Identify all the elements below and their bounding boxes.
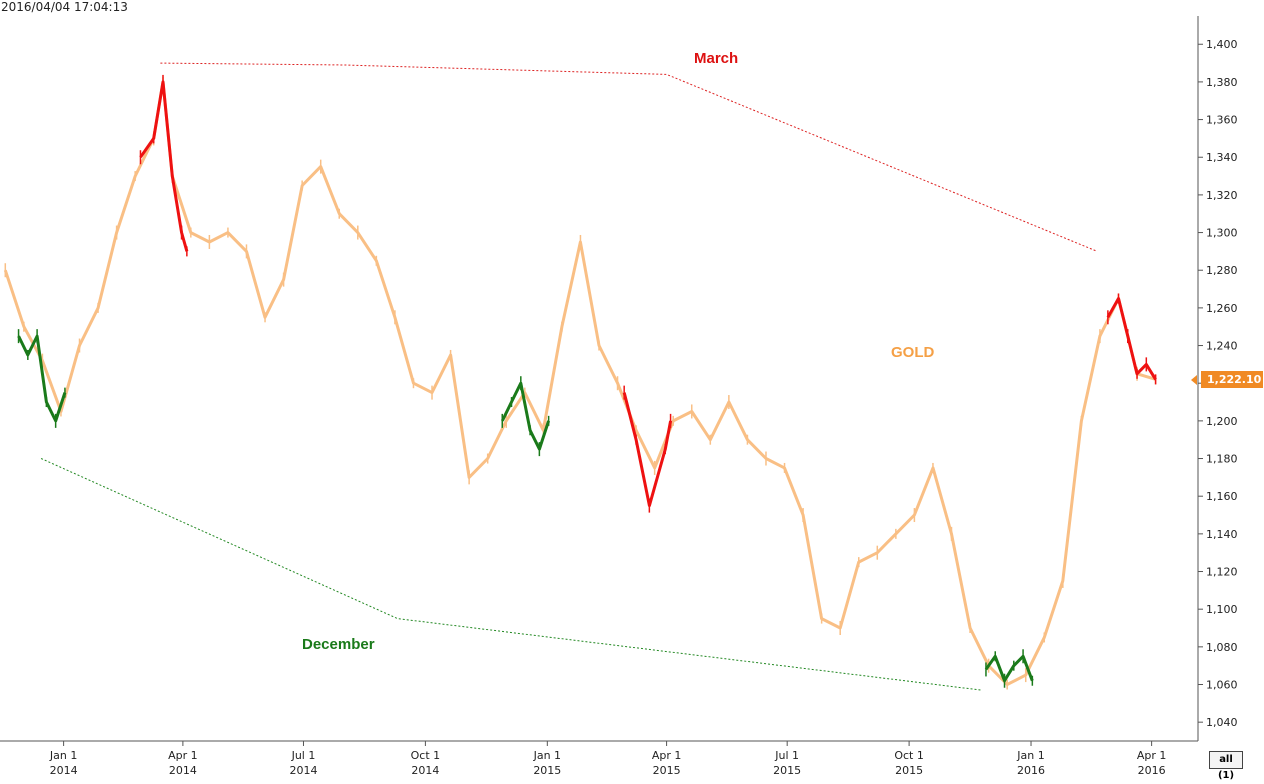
y-tick-label: 1,380 bbox=[1206, 76, 1238, 89]
x-tick-year-label: 2014 bbox=[50, 764, 78, 777]
timestamp: 2016/04/04 17:04:13 bbox=[1, 0, 128, 14]
y-tick-label: 1,100 bbox=[1206, 603, 1238, 616]
highlight-segment-5 bbox=[500, 381, 551, 451]
x-tick-year-label: 2015 bbox=[773, 764, 801, 777]
trendline-december bbox=[40, 458, 983, 691]
annotation-march: March bbox=[694, 50, 739, 67]
axes bbox=[0, 16, 1203, 746]
y-tick-label: 1,180 bbox=[1206, 453, 1238, 466]
x-tick-label: Apr 1 bbox=[1137, 749, 1167, 762]
annotation-gold: GOLD bbox=[891, 344, 935, 361]
x-tick-year-label: 2015 bbox=[533, 764, 561, 777]
y-tick-label: 1,300 bbox=[1206, 227, 1238, 240]
x-tick-year-label: 2015 bbox=[653, 764, 681, 777]
x-tick-label: Apr 1 bbox=[168, 749, 198, 762]
tick-labels: 1,040 1,060 1,080 1,100 1,120 1,140 1,160 1,180… bbox=[49, 38, 1238, 777]
y-tick-label: 1,340 bbox=[1206, 151, 1238, 164]
y-tick-label: 1,200 bbox=[1206, 415, 1238, 428]
y-tick-label: 1,400 bbox=[1206, 38, 1238, 51]
annotation-december: December bbox=[302, 636, 375, 653]
y-tick-label: 1,240 bbox=[1206, 340, 1238, 353]
last-price-arrow bbox=[1191, 375, 1197, 385]
gold-price-line bbox=[3, 80, 1157, 686]
last-price-tag: 1,222.10 bbox=[1201, 371, 1263, 388]
y-tick-label: 1,360 bbox=[1206, 114, 1238, 127]
highlight-segment-6 bbox=[984, 654, 1034, 683]
y-tick-label: 1,140 bbox=[1206, 528, 1238, 541]
y-tick-label: 1,080 bbox=[1206, 641, 1238, 654]
x-tick-label: Jan 1 bbox=[1016, 749, 1044, 762]
x-tick-year-label: 2016 bbox=[1017, 764, 1045, 777]
highlight-segment-4 bbox=[17, 334, 67, 423]
y-tick-label: 1,120 bbox=[1206, 566, 1238, 579]
x-tick-label: Oct 1 bbox=[411, 749, 441, 762]
x-tick-label: Jan 1 bbox=[533, 749, 561, 762]
x-tick-label: Oct 1 bbox=[894, 749, 924, 762]
x-tick-label: Apr 1 bbox=[652, 749, 682, 762]
price-series bbox=[3, 74, 1157, 690]
y-tick-label: 1,320 bbox=[1206, 189, 1238, 202]
trendlines bbox=[40, 62, 1098, 691]
highlight-segment-1 bbox=[139, 80, 189, 252]
y-tick-label: 1,040 bbox=[1206, 716, 1238, 729]
y-tick-label: 1,280 bbox=[1206, 264, 1238, 277]
x-tick-year-label: 2015 bbox=[895, 764, 923, 777]
x-tick-year-label: 2014 bbox=[411, 764, 439, 777]
x-tick-label: Jan 1 bbox=[49, 749, 77, 762]
highlight-segment-3 bbox=[1106, 297, 1157, 381]
range-all-button[interactable]: all (1) bbox=[1209, 751, 1243, 781]
y-tick-label: 1,260 bbox=[1206, 302, 1238, 315]
x-tick-label: Jul 1 bbox=[291, 749, 316, 762]
x-tick-year-label: 2016 bbox=[1138, 764, 1166, 777]
x-tick-year-label: 2014 bbox=[289, 764, 317, 777]
x-tick-label: Jul 1 bbox=[774, 749, 799, 762]
x-tick-year-label: 2014 bbox=[169, 764, 197, 777]
trendline-march bbox=[160, 62, 1098, 252]
y-tick-label: 1,160 bbox=[1206, 490, 1238, 503]
y-tick-label: 1,060 bbox=[1206, 679, 1238, 692]
